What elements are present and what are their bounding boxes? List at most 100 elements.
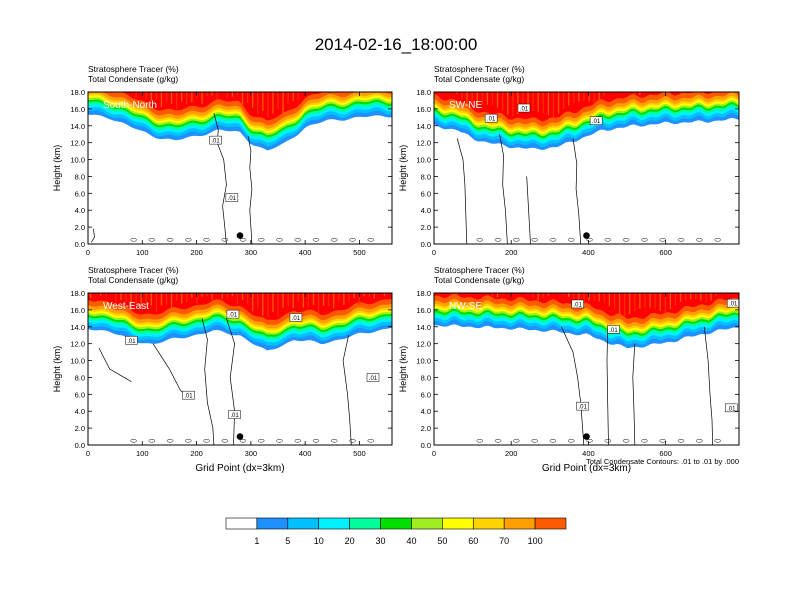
location-marker [583, 433, 590, 440]
contour-label-box [125, 336, 138, 345]
surface-cloud [568, 439, 575, 443]
x-tick-label: 500 [353, 449, 366, 458]
x-axis-label: Grid Point (dx=3km) [542, 463, 631, 474]
x-tick-label: 400 [582, 248, 595, 257]
surface-cloud [258, 439, 265, 443]
contour-label: .01 [727, 406, 736, 412]
colorbar-swatch [287, 517, 320, 530]
x-tick-label: 400 [299, 449, 312, 458]
figure-title: 2014-02-16_18:00:00 [315, 35, 478, 54]
colorbar-swatch [503, 517, 536, 530]
surface-cloud [367, 238, 374, 242]
surface-cloud [696, 238, 703, 242]
y-tick-label: 14.0 [70, 122, 85, 131]
x-tick-label: 200 [190, 248, 203, 257]
contour-label: .01 [228, 196, 237, 202]
surface-cloud [330, 238, 338, 242]
y-tick-label: 14.0 [416, 122, 431, 131]
x-tick-label: 0 [86, 449, 90, 458]
contour-label-box [517, 103, 531, 113]
y-tick-label: 4.0 [421, 407, 431, 416]
colorbar-label: 100 [528, 536, 543, 546]
x-tick-label: 200 [190, 449, 203, 458]
colorbar-swatch [442, 517, 474, 530]
surface-cloud [166, 439, 174, 443]
x-tick-label: 300 [245, 248, 258, 257]
surface-cloud [276, 238, 283, 242]
surface-cloud [696, 439, 703, 443]
condensate-contour [247, 135, 253, 244]
condensate-contour [606, 326, 609, 445]
contour-label: .01 [230, 413, 239, 419]
surface-cloud [148, 238, 156, 242]
y-tick-label: 12.0 [70, 139, 85, 148]
y-tick-label: 14.0 [70, 323, 85, 332]
location-marker [583, 232, 590, 239]
contour-label: .01 [578, 405, 587, 411]
surface-cloud [586, 238, 593, 242]
colorbar-label: 1 [254, 536, 259, 546]
contour-label-box [226, 309, 240, 319]
contour-label-box [289, 313, 303, 322]
y-tick-label: 16.0 [70, 105, 85, 114]
surface-cloud [203, 238, 210, 242]
contour-label-box [589, 116, 603, 125]
colorbar-label: 70 [499, 536, 509, 546]
y-tick-label: 4.0 [75, 206, 85, 215]
y-tick-label: 2.0 [421, 424, 431, 433]
surface-cloud [568, 238, 575, 242]
y-tick-label: 2.0 [75, 424, 85, 433]
surface-cloud [185, 439, 192, 443]
colorbar-swatch [411, 517, 443, 530]
y-tick-label: 4.0 [75, 407, 85, 416]
colorbar-swatch [349, 517, 381, 530]
y-tick-label: 18.0 [416, 88, 431, 97]
surface-cloud [221, 439, 229, 443]
x-tick-label: 400 [299, 248, 312, 257]
surface-cloud [586, 439, 593, 443]
x-tick-label: 0 [432, 248, 436, 257]
panel-title-line2: Total Condensate (g/kg) [434, 74, 524, 84]
surface-cloud [312, 238, 320, 242]
colorbar-label: 5 [285, 536, 290, 546]
x-tick-label: 100 [136, 449, 149, 458]
y-tick-label: 2.0 [421, 223, 431, 232]
colorbar-swatch [380, 517, 412, 530]
x-tick-label: 200 [505, 449, 518, 458]
surface-cloud [641, 238, 648, 242]
surface-cloud [130, 238, 137, 242]
y-tick-label: 6.0 [75, 189, 85, 198]
tracer-level-11 [434, 92, 739, 122]
contour-label: .01 [229, 313, 238, 319]
colorbar-label: 40 [406, 536, 416, 546]
surface-cloud [330, 439, 338, 443]
x-tick-label: 0 [86, 248, 90, 257]
surface-cloud [476, 238, 483, 242]
location-marker [236, 232, 244, 239]
x-tick-label: 500 [353, 248, 366, 257]
surface-cloud [349, 238, 356, 242]
colorbar: 1 5 10 20 30 40 50 60 70 100 [225, 517, 567, 546]
location-marker [236, 433, 244, 440]
panel-frame [87, 292, 393, 446]
y-tick-label: 10.0 [416, 357, 431, 366]
contour-label-box [571, 299, 584, 309]
surface-cloud [513, 439, 520, 443]
panel-title-line2: Total Condensate (g/kg) [88, 74, 178, 84]
contour-label: .01 [487, 117, 496, 123]
surface-cloud [239, 238, 247, 242]
contour-label: .01 [292, 316, 301, 322]
surface-cloud [367, 439, 374, 443]
contour-label: .01 [127, 339, 136, 345]
surface-cloud [185, 238, 192, 242]
surface-cloud [604, 238, 612, 242]
y-tick-label: 12.0 [416, 139, 431, 148]
panel-label: NW-SE [449, 301, 482, 312]
condensate-contour [572, 138, 582, 244]
colorbar-label: 60 [468, 536, 478, 546]
y-tick-label: 0.0 [75, 240, 85, 249]
y-tick-label: 12.0 [70, 340, 85, 349]
surface-cloud [513, 238, 520, 242]
x-tick-label: 600 [659, 449, 672, 458]
